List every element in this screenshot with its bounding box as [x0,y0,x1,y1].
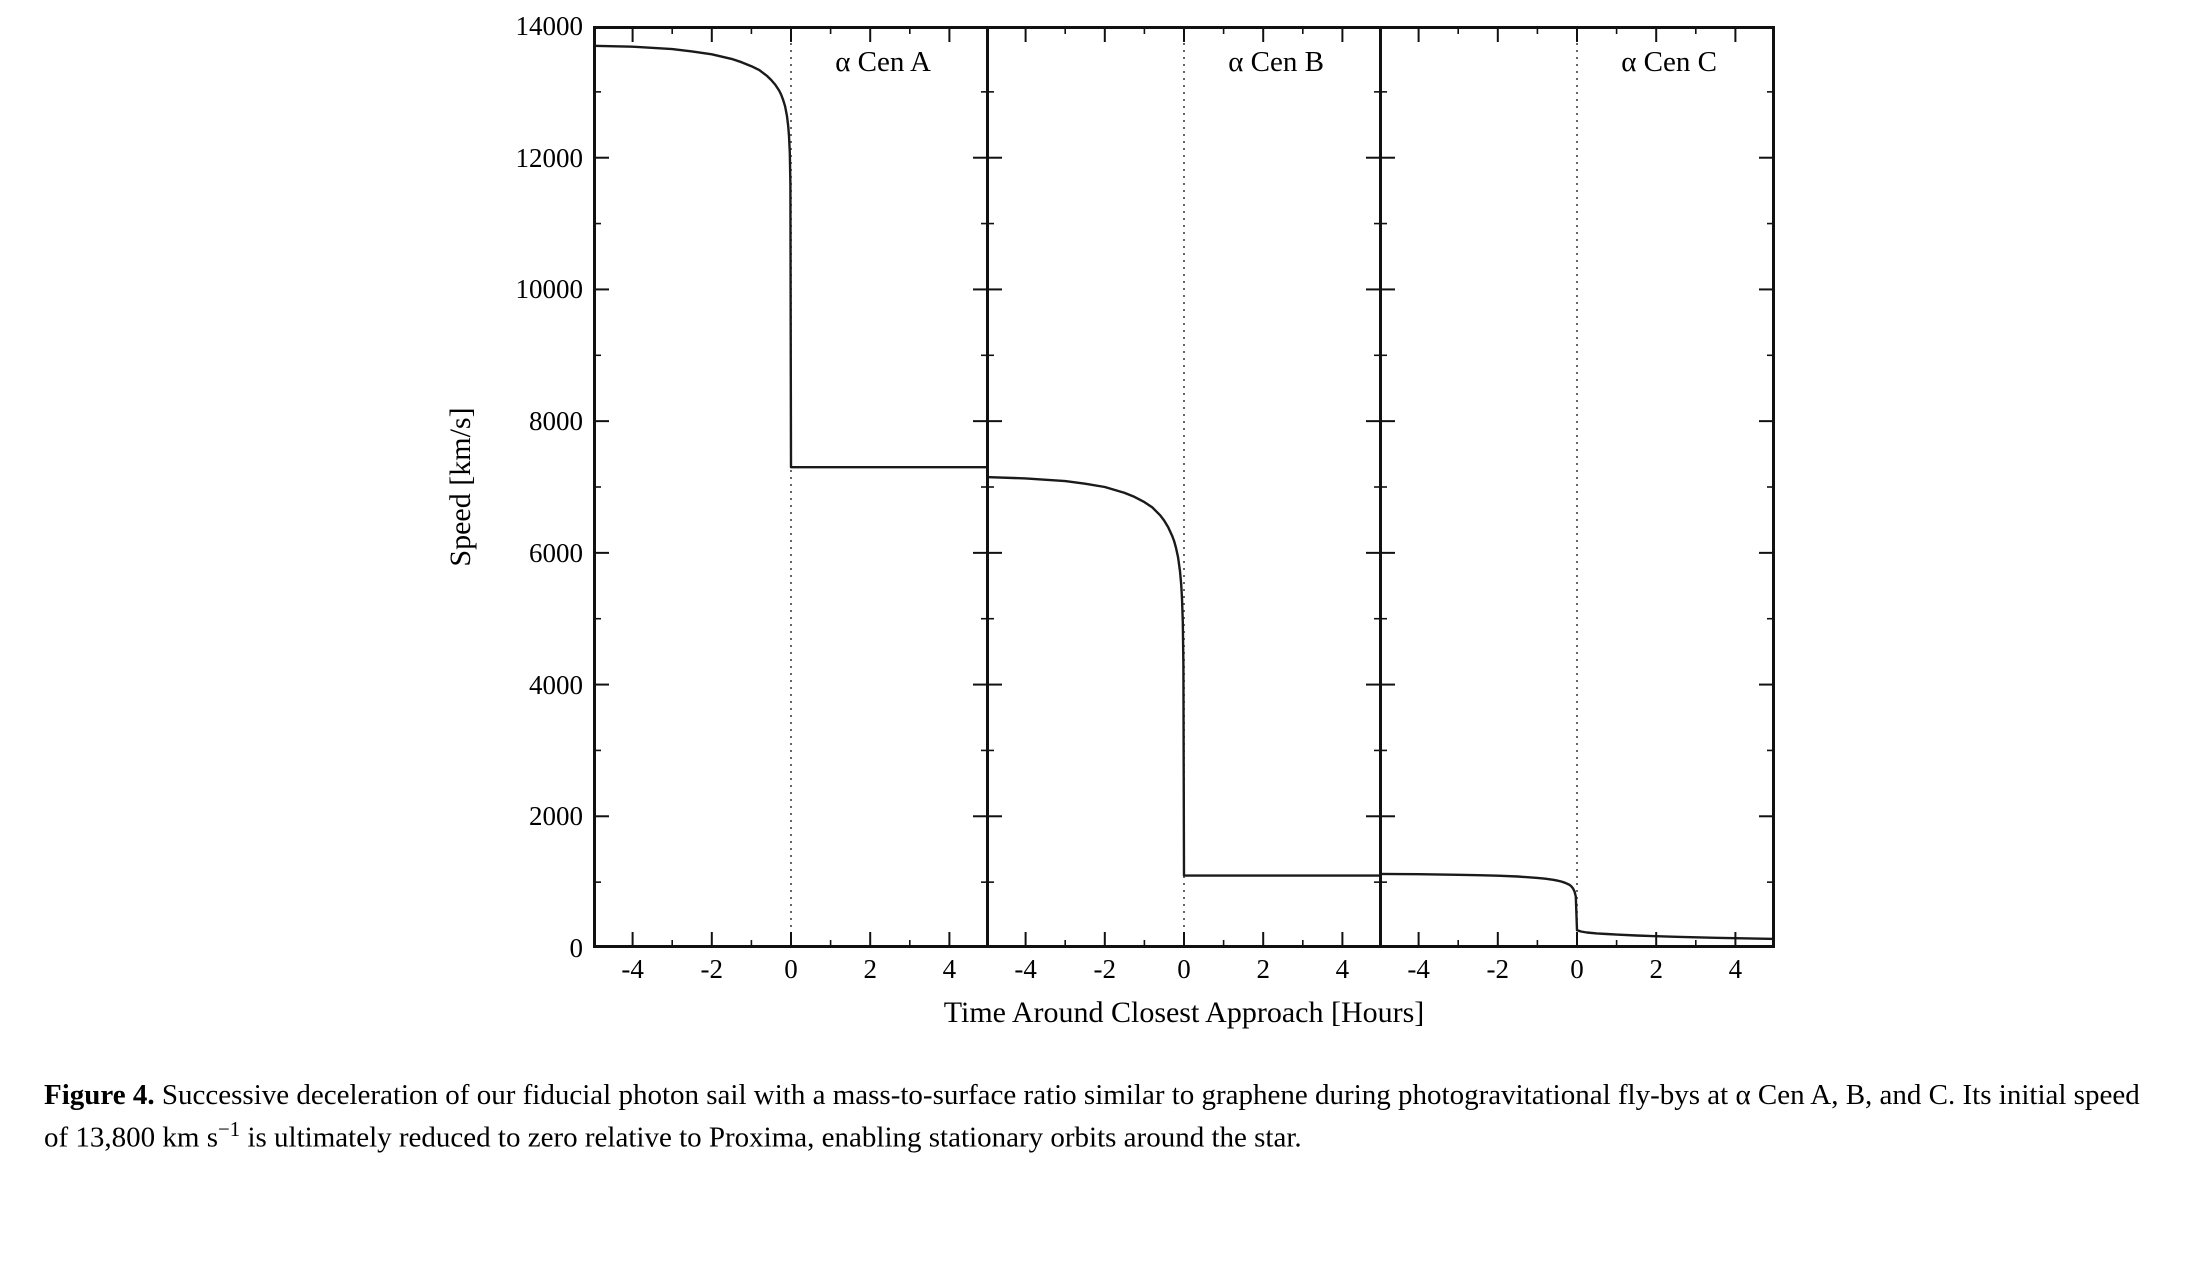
y-tick-label: 6000 [529,537,583,568]
y-tick-label: 8000 [529,406,583,437]
y-axis-label-column: Speed [km/s] [433,26,489,948]
x-tick-label: -4 [1014,954,1037,984]
y-tick-label: 12000 [515,142,584,173]
speed-curve [1379,872,1775,941]
panel-b-label: α Cen B [1228,46,1324,78]
panel-a-plot [593,26,989,948]
panel-border [1379,26,1775,948]
x-tick-label: -4 [1407,954,1430,984]
y-axis-tick-labels: 0 2000 4000 6000 8000 10000 12000 14000 [489,11,593,963]
y-tick-label: 10000 [515,274,584,305]
plot-grid: Speed [km/s] 0 2000 4000 6000 8000 10000 12000… [433,11,1775,994]
x-tick-label: 0 [1177,954,1191,984]
x-tick-label: 0 [1570,954,1584,984]
panel-c-x-tick-labels: -4 -2 0 2 4 [1379,948,1775,994]
panel-c-plot [1379,26,1775,948]
figure-4-plot: Speed [km/s] 0 2000 4000 6000 8000 10000 12000… [433,11,1775,1030]
panel-c-label: α Cen C [1621,46,1717,78]
caption-text-2: is ultimately reduced to zero relative t… [240,1121,1302,1154]
panel-a-label: α Cen A [835,46,931,78]
panel-alpha-cen-a: α Cen A -4 -2 0 2 4 [593,26,989,994]
x-tick-label: 2 [1256,954,1270,984]
caption-superscript: −1 [218,1117,241,1142]
x-tick-label: 0 [784,954,798,984]
figure-caption: Figure 4. Successive deceleration of our… [44,1076,2164,1158]
y-tick-label: 0 [569,933,584,963]
panel-alpha-cen-c: α Cen C -4 -2 0 2 4 [1379,26,1775,994]
y-tick-label: 14000 [515,11,584,41]
speed-curve [986,475,1382,877]
x-tick-label: 4 [1335,954,1350,984]
panel-b-plot [986,26,1382,948]
panels-row: α Cen A -4 -2 0 2 4 α Cen B -4 -2 0 2 4 α Cen C … [593,26,1775,994]
y-tick-label: 4000 [529,669,583,700]
x-tick-label: -4 [621,954,644,984]
x-tick-label: 2 [863,954,877,984]
figure-page: Speed [km/s] 0 2000 4000 6000 8000 10000 12000… [0,11,2208,1158]
x-tick-label: -2 [1486,954,1510,984]
y-axis-label: Speed [km/s] [444,407,477,567]
x-tick-label: 4 [1728,954,1743,984]
panel-a-x-tick-labels: -4 -2 0 2 4 [593,948,989,994]
x-tick-label: -2 [700,954,724,984]
caption-text-1: Successive deceleration of our fiducial … [44,1079,2140,1154]
x-tick-label: 2 [1649,954,1663,984]
panel-b-x-tick-labels: -4 -2 0 2 4 [986,948,1382,994]
caption-figure-number: Figure 4. [44,1079,155,1111]
x-tick-label: 4 [942,954,957,984]
x-axis-label-spacer [433,996,593,1030]
panel-alpha-cen-b: α Cen B -4 -2 0 2 4 [986,26,1382,994]
x-axis-label: Time Around Closest Approach [Hours] [943,996,1425,1029]
speed-curve [593,44,989,469]
x-tick-label: -2 [1093,954,1117,984]
y-tick-label: 2000 [529,801,583,832]
x-axis-label-row: Time Around Closest Approach [Hours] [433,996,1775,1030]
